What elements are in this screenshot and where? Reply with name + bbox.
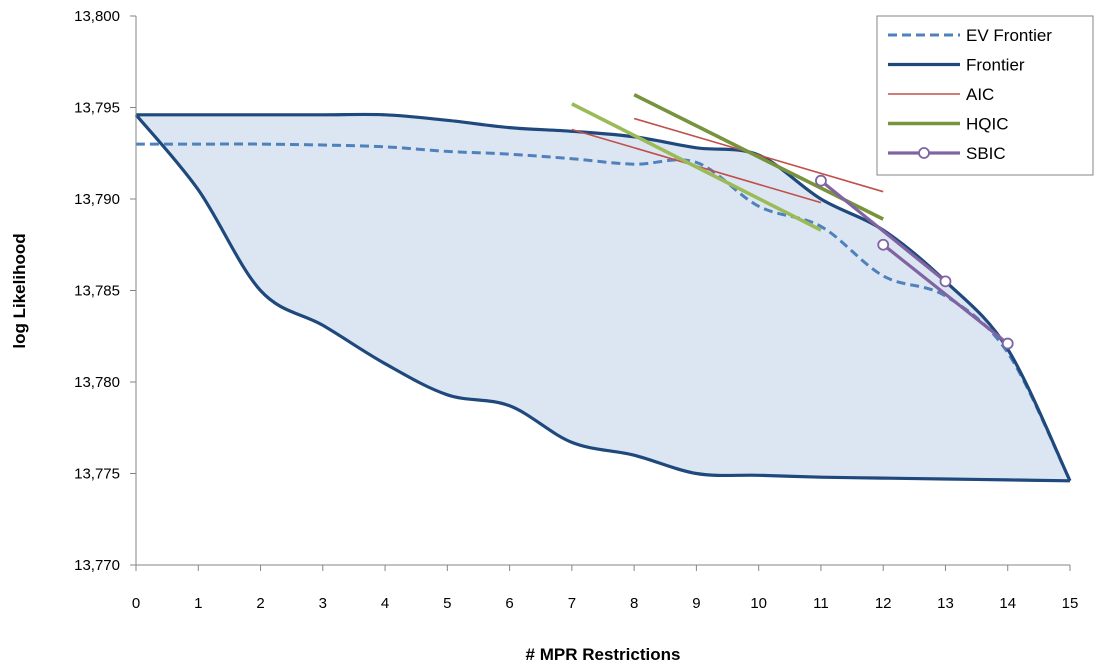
legend-frontier-label: Frontier (966, 56, 1025, 75)
y-tick-label: 13,790 (74, 191, 120, 208)
envelope-fill (136, 114, 1070, 481)
x-tick-label: 14 (999, 595, 1016, 612)
sbic-line-0 (819, 179, 947, 283)
y-axis-title: log Likelihood (10, 233, 29, 348)
x-tick-label: 8 (630, 595, 638, 612)
x-tick-label: 15 (1062, 595, 1079, 612)
y-tick-label: 13,800 (74, 8, 120, 25)
y-tick-label: 13,770 (74, 557, 120, 574)
legend-hqic-label: HQIC (966, 115, 1009, 134)
x-tick-label: 7 (568, 595, 576, 612)
x-ticks: 0 1 2 3 4 5 6 7 8 9 10 11 12 13 14 15 (132, 565, 1079, 612)
x-tick-label: 13 (937, 595, 954, 612)
x-tick-label: 10 (750, 595, 767, 612)
y-tick-label: 13,780 (74, 374, 120, 391)
sbic-line-1 (882, 243, 1009, 345)
x-tick-label: 4 (381, 595, 389, 612)
x-tick-label: 0 (132, 595, 140, 612)
x-axis-title: # MPR Restrictions (526, 645, 681, 664)
x-tick-label: 5 (443, 595, 451, 612)
axes: 0 1 2 3 4 5 6 7 8 9 10 11 12 13 14 15 13,77013,77513,78… (74, 8, 1078, 612)
legend-items: EV Frontier Frontier AIC HQIC SBIC (888, 26, 1052, 163)
x-tick-label: 11 (813, 595, 829, 612)
sbic-marker (1001, 337, 1014, 350)
sbic-marker (939, 275, 952, 288)
sbic-marker (815, 174, 827, 187)
hqic-line-1 (571, 102, 822, 232)
legend-sbic-marker (918, 147, 930, 159)
x-tick-label: 9 (692, 595, 700, 612)
x-tick-label: 2 (256, 595, 264, 612)
legend-aic-label: AIC (966, 85, 994, 104)
x-tick-label: 12 (875, 595, 892, 612)
x-tick-label: 1 (194, 595, 202, 612)
legend: EV Frontier Frontier AIC HQIC SBIC (876, 15, 1094, 176)
y-tick-label: 13,785 (74, 283, 120, 300)
x-tick-label: 3 (319, 595, 327, 612)
frontier-lower-line (134, 113, 1071, 483)
plot-area (134, 93, 1072, 483)
legend-box (876, 15, 1094, 176)
y-tick-label: 13,775 (74, 466, 120, 483)
legend-sbic-label: SBIC (966, 144, 1006, 163)
sbic-marker (877, 238, 890, 251)
legend-ev-frontier-label: EV Frontier (966, 26, 1052, 45)
y-tick-label: 13,795 (74, 100, 120, 117)
ev-frontier-line (136, 142, 1072, 482)
y-ticks: 13,770 13,775 13,780 13,785 13,790 13,795 13,8… (74, 8, 136, 574)
x-tick-label: 6 (505, 595, 513, 612)
